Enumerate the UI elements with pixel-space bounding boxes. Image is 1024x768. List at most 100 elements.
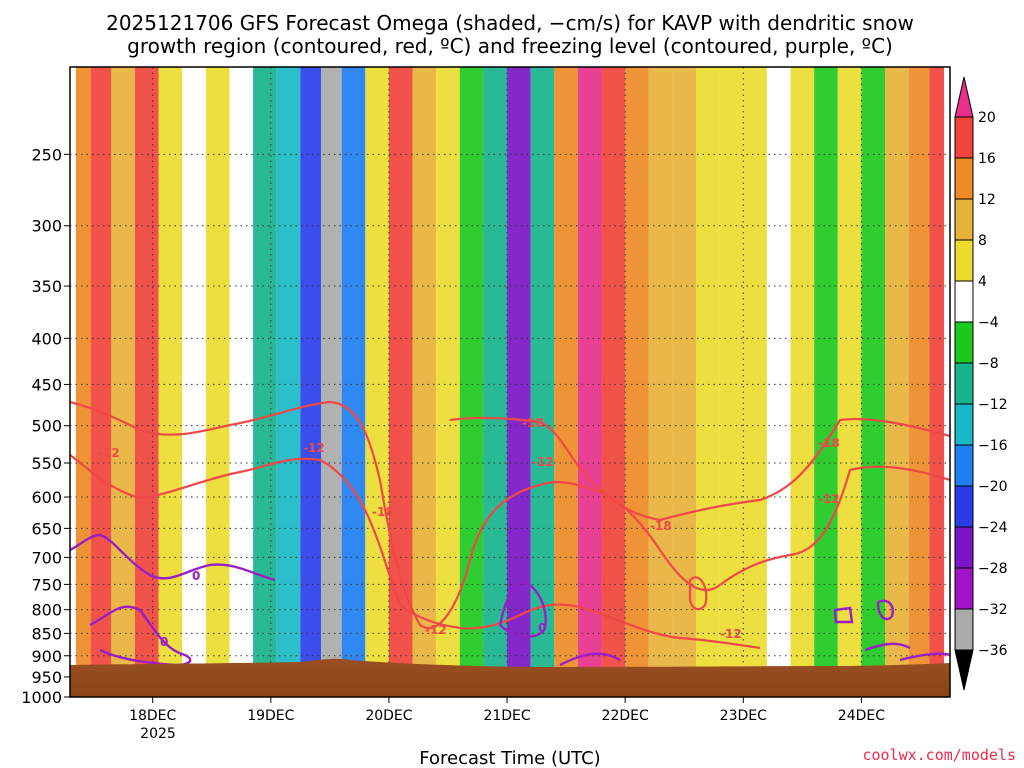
x-tick-label: 22DEC — [602, 708, 649, 724]
y-tick-label: 300 — [31, 217, 62, 236]
y-tick-label: 750 — [31, 575, 62, 594]
colorbar-label: −24 — [978, 520, 1008, 536]
colorbar-swatch — [954, 608, 974, 651]
surface-terrain — [70, 658, 950, 697]
colorbar: 20 16 12 8 4 −4 −8 −12 −16 −20 −24 −28 −32 −36 — [954, 76, 1008, 691]
y-tick-label: 400 — [31, 329, 62, 348]
y-axis: 250 300 350 400 450 500 550 600 650 700 750 800 850 9… — [21, 145, 70, 707]
omega-column — [205, 67, 230, 697]
colorbar-label: −16 — [978, 438, 1008, 454]
dgz-contour-minus18 — [70, 454, 761, 650]
colorbar-label: −20 — [978, 479, 1008, 495]
plot-frame — [69, 66, 951, 698]
dgz-label-minus12-f: -12 — [818, 492, 840, 506]
colorbar-swatch — [954, 280, 974, 323]
dgz-contour-right — [688, 576, 708, 611]
colorbar-swatch — [954, 198, 974, 241]
colorbar-label: 12 — [978, 192, 996, 208]
y-tick-label: 700 — [31, 548, 62, 567]
dgz-label-minus12-d: -12 — [532, 455, 554, 469]
y-tick-label: 500 — [31, 417, 62, 436]
omega-column — [111, 67, 135, 697]
chart-title-line2: growth region (contoured, red, ºC) and f… — [127, 34, 893, 58]
colorbar-swatch — [954, 444, 974, 487]
colorbar-label: −4 — [978, 315, 999, 331]
x-axis-title: Forecast Time (UTC) — [419, 748, 600, 768]
omega-column — [253, 67, 277, 697]
omega-column — [577, 67, 602, 697]
dgz-label-minus18-b: -18 — [522, 416, 544, 430]
omega-column — [134, 67, 159, 697]
omega-column — [75, 67, 91, 697]
plot-area — [70, 67, 950, 697]
dgz-contour-upper — [449, 416, 950, 522]
y-tick-label: 650 — [31, 519, 62, 538]
colorbar-label: −32 — [978, 602, 1008, 618]
dgz-label-minus18-a: -18 — [372, 505, 394, 519]
dgz-label-minus12-c: -12 — [425, 623, 447, 637]
omega-column — [648, 67, 673, 697]
y-tick-label: 900 — [31, 647, 62, 666]
omega-column — [321, 67, 342, 697]
freezing-contour-lower-left — [89, 605, 192, 667]
omega-column — [276, 67, 301, 697]
y-tick-label: 950 — [31, 668, 62, 687]
omega-column — [696, 67, 720, 697]
omega-column — [507, 67, 531, 697]
colorbar-label: 4 — [978, 274, 987, 290]
omega-column — [530, 67, 555, 697]
colorbar-swatch — [954, 321, 974, 364]
freezing-contour-surface — [559, 642, 950, 667]
colorbar-label: −36 — [978, 643, 1008, 659]
chart-title-line1: 2025121706 GFS Forecast Omega (shaded, −… — [106, 11, 914, 35]
colorbar-label: 20 — [978, 110, 996, 126]
omega-column — [908, 67, 930, 697]
omega-column — [672, 67, 697, 697]
x-tick-label: 23DEC — [720, 708, 767, 724]
freezing-contour-mid — [498, 580, 547, 638]
dgz-contour-minus12 — [70, 400, 950, 630]
colorbar-label: −12 — [978, 397, 1008, 413]
omega-column — [625, 67, 649, 697]
x-tick-label: 20DEC — [365, 708, 412, 724]
omega-column — [719, 67, 744, 697]
y-tick-label: 600 — [31, 488, 62, 507]
omega-column — [300, 67, 322, 697]
omega-column — [459, 67, 484, 697]
omega-column — [388, 67, 413, 697]
dgz-label-minus12-e: -12 — [720, 627, 742, 641]
colorbar-cap-top — [954, 76, 974, 118]
omega-column — [814, 67, 838, 697]
colorbar-swatch — [954, 116, 974, 159]
x-tick-label: 24DEC — [838, 708, 885, 724]
freezing-contour-small-loop — [833, 599, 894, 624]
dgz-label-minus12-b: -12 — [303, 441, 325, 455]
omega-column — [743, 67, 767, 697]
x-tick-label: 21DEC — [483, 708, 530, 724]
colorbar-swatch — [954, 526, 974, 569]
x-axis: 18DEC 19DEC 20DEC 21DEC 22DEC 23DEC 24DEC — [129, 697, 885, 724]
colorbar-swatch — [954, 157, 974, 200]
omega-column — [412, 67, 437, 697]
colorbar-swatch — [954, 239, 974, 282]
colorbar-swatch — [954, 403, 974, 446]
omega-column — [90, 67, 112, 697]
y-tick-label: 550 — [31, 454, 62, 473]
x-axis-year: 2025 — [140, 726, 176, 742]
y-tick-label: 450 — [31, 375, 62, 394]
omega-column — [229, 67, 254, 697]
colorbar-swatch — [954, 362, 974, 405]
y-tick-label: 250 — [31, 145, 62, 164]
dgz-label-minus18-d: -18 — [818, 436, 840, 450]
colorbar-swatch — [954, 485, 974, 528]
x-tick-label: 19DEC — [247, 708, 294, 724]
omega-column — [341, 67, 366, 697]
credit-text: coolwx.com/models — [862, 746, 1016, 764]
omega-column — [436, 67, 460, 697]
omega-column — [790, 67, 815, 697]
omega-column — [483, 67, 508, 697]
omega-column — [182, 67, 206, 697]
y-tick-label: 350 — [31, 277, 62, 296]
colorbar-label: 16 — [978, 151, 996, 167]
